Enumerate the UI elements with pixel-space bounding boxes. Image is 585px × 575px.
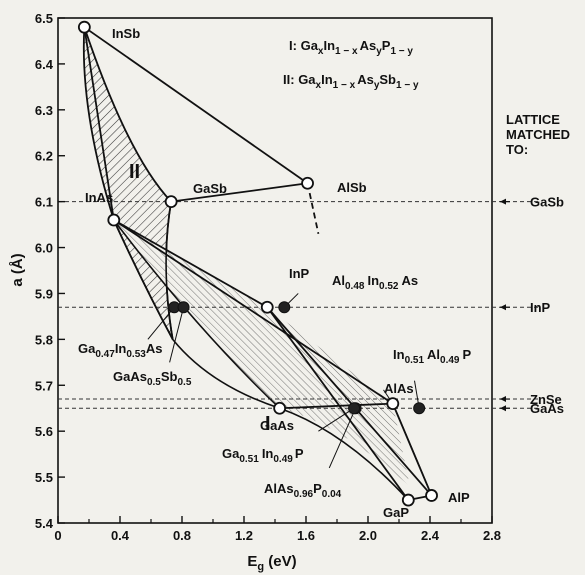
leader-line-1 xyxy=(169,307,185,363)
y-tick-label-8: 6.2 xyxy=(35,149,53,164)
legend-system-i: I: GaxIn1 − x AsyP1 − y xyxy=(289,38,413,57)
x-tick-label-4: 1.6 xyxy=(297,528,315,543)
y-tick-label-3: 5.7 xyxy=(35,378,53,393)
y-tick-label-7: 6.1 xyxy=(35,195,53,210)
point-alas xyxy=(386,397,400,411)
alloy-point-al048in052as xyxy=(278,301,291,314)
leader-line-6 xyxy=(318,407,355,432)
alloy-point-in051al049p xyxy=(413,402,426,415)
lattice-header-2: MATCHED xyxy=(506,127,570,142)
leader-line-0 xyxy=(147,306,175,340)
lattice-header-1: LATTICE xyxy=(506,112,560,127)
boundary-line-3 xyxy=(113,219,268,309)
label-gaassb: GaAs0.5Sb0.5 xyxy=(113,369,192,388)
label-alp: AlP xyxy=(448,490,470,505)
x-tick-label-7: 2.8 xyxy=(483,528,501,543)
x-tick-label-0: 0 xyxy=(54,528,61,543)
leader-line-7 xyxy=(328,408,357,469)
plot-frame xyxy=(57,17,493,524)
lattice-label-znse: ZnSe xyxy=(530,392,562,407)
y-tick-label-6: 6.0 xyxy=(35,241,53,256)
label-gainas: Ga0.47In0.53As xyxy=(78,341,162,360)
label-gasb: GaSb xyxy=(193,181,227,196)
gasb-gaas-curve xyxy=(165,201,280,409)
boundary-line-8 xyxy=(279,402,393,410)
inas-ternary-curve xyxy=(113,219,174,340)
boundary-line-4 xyxy=(113,219,394,405)
point-inas xyxy=(107,213,121,227)
lattice-label-gasb: GaSb xyxy=(530,195,564,210)
x-axis-label: Eg (eV) xyxy=(247,553,296,573)
region-i-label: I xyxy=(265,413,271,435)
label-alinas: Al0.48 In0.52 As xyxy=(332,273,418,292)
compound-points xyxy=(77,20,438,507)
label-inalp: In0.51 Al0.49 P xyxy=(393,347,472,366)
boundary-line-2 xyxy=(83,27,115,221)
y-axis-label: a (Å) xyxy=(9,253,26,286)
legend-system-ii: II: GaxIn1 − x AsySb1 − y xyxy=(283,72,419,91)
gaas-gap-curve xyxy=(113,219,409,501)
point-inp xyxy=(260,300,274,314)
x-tick-label-5: 2.0 xyxy=(359,528,377,543)
x-tick-label-6: 2.4 xyxy=(421,528,440,543)
y-tick-label-4: 5.8 xyxy=(35,332,53,347)
lattice-arrowhead-znse xyxy=(500,396,506,403)
boundary-line-5 xyxy=(266,306,410,501)
point-alp xyxy=(425,489,438,502)
label-gainp: Ga0.51 In0.49 P xyxy=(222,446,304,465)
axis-ticks: 0 0.4 0.8 1.2 1.6 2.0 2.4 2.8 5.4 5.5 5.6 5.7 5.8 5.9… xyxy=(35,11,501,543)
point-gaas xyxy=(273,401,287,415)
alas-alp-curve xyxy=(392,403,433,496)
label-alas: AlAs xyxy=(384,381,414,396)
y-tick-label-2: 5.6 xyxy=(35,424,53,439)
alloy-boundary-curves xyxy=(83,26,433,501)
lattice-arrowhead-gasb xyxy=(500,198,506,205)
x-tick-label-1: 0.4 xyxy=(111,528,130,543)
label-gaas: GaAs xyxy=(260,418,294,433)
point-gap xyxy=(401,493,415,507)
label-alasp: AlAs0.96P0.04 xyxy=(264,481,342,500)
alloy-point-gaas05sb05 xyxy=(177,301,190,314)
boundary-line-6 xyxy=(266,306,433,497)
label-gap: GaP xyxy=(383,505,409,520)
point-alsb xyxy=(301,176,314,190)
y-tick-label-9: 6.3 xyxy=(35,103,53,118)
label-alsb: AlSb xyxy=(337,180,367,195)
y-tick-label-1: 5.5 xyxy=(35,470,53,485)
lattice-label-gaas: GaAs xyxy=(530,401,564,416)
y-tick-label-11: 6.5 xyxy=(35,11,53,26)
boundary-line-1 xyxy=(171,182,308,203)
alloy-point-ga051in049p xyxy=(348,402,361,415)
label-inas: InAs xyxy=(85,190,113,205)
y-tick-label-10: 6.4 xyxy=(35,57,54,72)
region-ii-label: II xyxy=(129,161,140,183)
lattice-label-inp: InP xyxy=(530,300,551,315)
lattice-header-3: TO: xyxy=(506,142,528,157)
label-insb: InSb xyxy=(112,26,140,41)
point-insb xyxy=(77,20,91,34)
boundary-line-0 xyxy=(83,26,309,185)
x-tick-label-2: 0.8 xyxy=(173,528,191,543)
lattice-arrowhead-inp xyxy=(500,304,506,311)
y-tick-label-5: 5.9 xyxy=(35,286,53,301)
lattice-arrowhead-gaas xyxy=(500,405,506,412)
label-inp: InP xyxy=(289,266,310,281)
y-tick-label-0: 5.4 xyxy=(35,516,54,531)
point-gasb xyxy=(164,195,178,209)
alsb-extension xyxy=(306,183,320,234)
x-tick-label-3: 1.2 xyxy=(235,528,253,543)
